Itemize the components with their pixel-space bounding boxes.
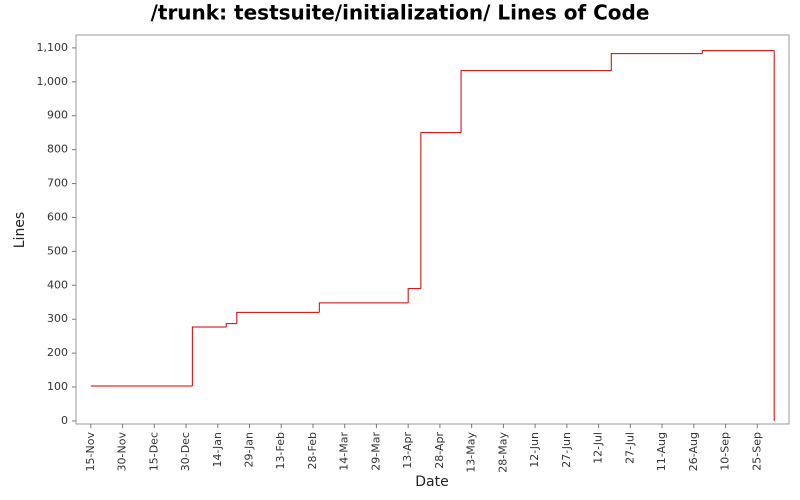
x-tick-label: 30-Dec [179,432,192,471]
y-tick-label: 500 [47,244,68,257]
x-tick-label: 15-Dec [147,432,160,471]
x-tick-label: 27-Jul [623,432,636,464]
x-tick-label: 12-Jul [592,432,605,464]
line-step [420,132,462,289]
x-tick-label: 15-Nov [84,432,97,472]
x-tick-label: 28-Feb [306,432,319,469]
line-step [407,288,421,303]
line-step [701,50,775,54]
x-tick-label: 13-Apr [401,432,414,469]
line-step [318,302,409,313]
x-tick-label: 13-Feb [274,432,287,469]
x-tick-label: 28-Apr [433,432,446,469]
x-tick-label: 14-Mar [338,432,351,471]
y-tick-label: 900 [47,109,68,122]
line-step [225,323,237,328]
y-tick-label: 100 [47,380,68,393]
line-step [236,311,320,324]
y-tick-label: 200 [47,346,68,359]
x-tick-label: 25-Sep [750,432,763,471]
x-tick-label: 13-May [465,432,478,473]
line-step [610,53,703,71]
chart-title: /trunk: testsuite/initialization/ Lines … [151,1,650,25]
x-tick-label: 30-Nov [116,432,129,472]
plot-area [75,34,790,425]
x-tick-label: 12-Jun [528,432,541,468]
y-tick-label: 1,100 [37,41,69,54]
x-tick-label: 28-May [496,432,509,473]
y-tick-label: 0 [61,414,68,427]
x-tick-label: 10-Sep [719,432,732,471]
line-step [460,70,612,133]
y-tick-label: 800 [47,143,68,156]
x-axis-title: Date [415,474,448,490]
x-tick-label: 27-Jun [560,432,573,468]
x-tick-label: 14-Jan [211,432,224,468]
x-tick-label: 26-Aug [687,432,700,471]
x-tick-label: 29-Jan [242,432,255,468]
x-tick-label: 29-Mar [369,432,382,471]
x-tick-label: 11-Aug [655,432,668,471]
y-tick-label: 1,000 [37,75,69,88]
y-tick-label: 700 [47,177,68,190]
y-axis-title: Lines [12,212,28,248]
line-step [191,326,227,387]
y-tick-label: 300 [47,312,68,325]
y-tick-label: 600 [47,210,68,223]
y-tick-label: 400 [47,278,68,291]
